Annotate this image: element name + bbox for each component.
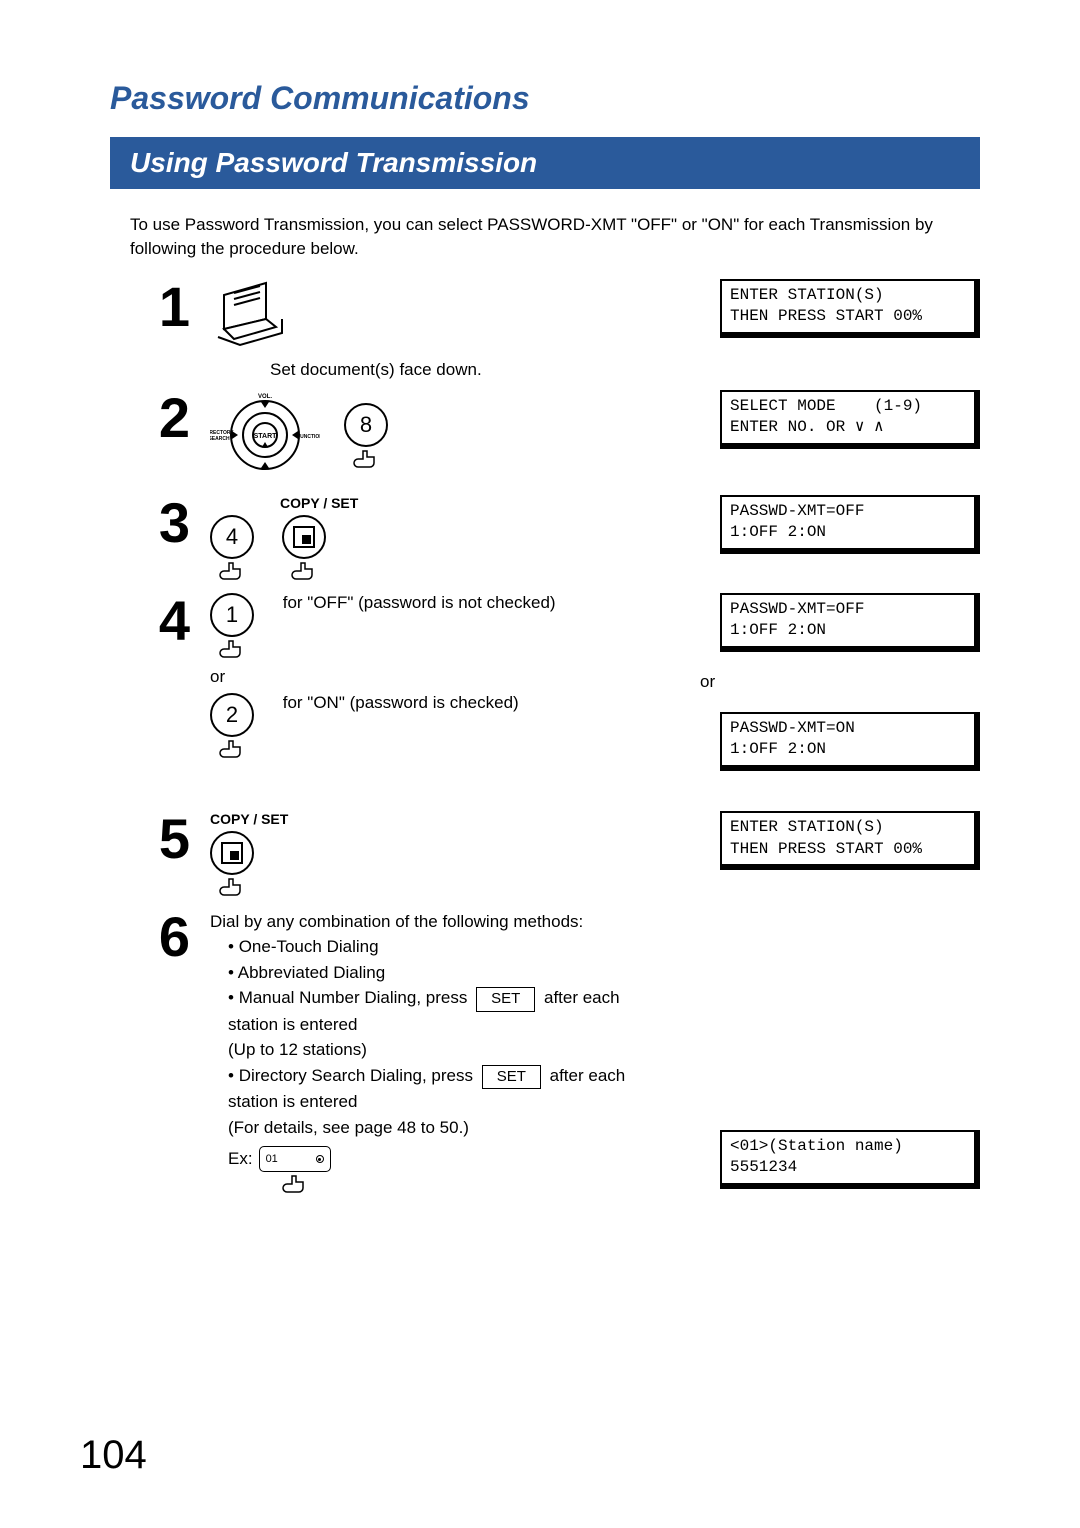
keypad-1-button: 1: [210, 593, 254, 661]
press-hand-icon: [282, 1174, 308, 1196]
navigation-pad-icon: START VOL. DIRECTORY SEARCH FUNCTION: [210, 390, 320, 485]
option-on-text: for "ON" (password is checked): [283, 693, 519, 713]
press-hand-icon: [353, 449, 379, 471]
dial-method-onetouch: One-Touch Dialing: [228, 934, 630, 960]
directory-note: (For details, see page 48 to 50.): [228, 1115, 630, 1141]
step-number: 3: [110, 495, 200, 551]
dial-method-abbr: Abbreviated Dialing: [228, 960, 630, 986]
led-icon: [316, 1155, 324, 1163]
svg-text:SEARCH: SEARCH: [210, 436, 230, 442]
press-hand-icon: [219, 739, 245, 761]
lcd-display: ENTER STATION(S) THEN PRESS START 00%: [720, 279, 980, 338]
example-label: Ex:: [228, 1146, 253, 1172]
copy-set-label: COPY / SET: [280, 495, 630, 511]
manual-note: (Up to 12 stations): [228, 1037, 630, 1063]
press-hand-icon: [219, 639, 245, 661]
press-hand-icon: [219, 561, 245, 583]
set-key-icon: [210, 831, 254, 875]
step1-caption: Set document(s) face down.: [270, 360, 630, 380]
key-8: 8: [344, 403, 388, 447]
copy-set-label: COPY / SET: [210, 811, 630, 827]
key-1: 1: [210, 593, 254, 637]
lcd-display: SELECT MODE (1-9) ENTER NO. OR ∨ ∧: [720, 390, 980, 449]
intro-text: To use Password Transmission, you can se…: [130, 213, 980, 261]
press-hand-icon: [291, 561, 317, 583]
lcd-display-on: PASSWD-XMT=ON 1:OFF 2:ON: [720, 712, 980, 771]
key-4: 4: [210, 515, 254, 559]
set-key-icon: [282, 515, 326, 559]
step-4: 4 1 for "OFF" (password is not checked) …: [110, 593, 980, 771]
keypad-2-button: 2: [210, 693, 254, 761]
steps-list: 1 Set document(s) face down. ENTER STATI…: [110, 279, 980, 1197]
copy-set-button: [210, 831, 254, 899]
dial-intro: Dial by any combination of the following…: [210, 909, 630, 935]
one-touch-key-example: 01: [259, 1146, 331, 1196]
step-number: 6: [110, 909, 200, 965]
section-title: Password Communications: [110, 80, 980, 117]
set-button-label: SET: [482, 1065, 541, 1090]
step-6: 6 Dial by any combination of the followi…: [110, 909, 980, 1197]
svg-text:FUNCTION: FUNCTION: [297, 434, 320, 440]
step-number: 5: [110, 811, 200, 867]
key-2: 2: [210, 693, 254, 737]
step-1: 1 Set document(s) face down. ENTER STATI…: [110, 279, 980, 380]
keypad-8-button: 8: [344, 403, 388, 471]
step-number: 2: [110, 390, 200, 446]
svg-text:VOL.: VOL.: [258, 394, 272, 400]
subsection-banner: Using Password Transmission: [110, 137, 980, 189]
press-hand-icon: [219, 877, 245, 899]
page-number: 104: [80, 1433, 147, 1478]
set-button-label: SET: [476, 987, 535, 1012]
dial-method-directory: Directory Search Dialing, press SET afte…: [228, 1063, 630, 1141]
dial-method-manual: Manual Number Dialing, press SET after e…: [228, 985, 630, 1063]
document-tray-icon: [210, 279, 300, 354]
lcd-display-off: PASSWD-XMT=OFF 1:OFF 2:ON: [720, 593, 980, 652]
step-5: 5 COPY / SET ENTER STATION(S) THEN PRESS…: [110, 811, 980, 899]
lcd-display: ENTER STATION(S) THEN PRESS START 00%: [720, 811, 980, 870]
step-number: 4: [110, 593, 200, 649]
lcd-display: PASSWD-XMT=OFF 1:OFF 2:ON: [720, 495, 980, 554]
or-separator: or: [700, 672, 715, 692]
one-touch-key-number: 01: [266, 1151, 278, 1168]
svg-text:START: START: [254, 433, 278, 440]
step-number: 1: [110, 279, 200, 335]
step-2: 2 START VOL. DIRECTORY SEARCH FUNCTION: [110, 390, 980, 485]
step-3: 3 COPY / SET 4 PASSWD-XMT=OFF 1:OFF 2:ON: [110, 495, 980, 583]
or-separator: or: [210, 667, 630, 687]
copy-set-button: [282, 515, 326, 583]
option-off-text: for "OFF" (password is not checked): [283, 593, 556, 613]
lcd-display: <01>(Station name) 5551234: [720, 1130, 980, 1189]
keypad-4-button: 4: [210, 515, 254, 583]
